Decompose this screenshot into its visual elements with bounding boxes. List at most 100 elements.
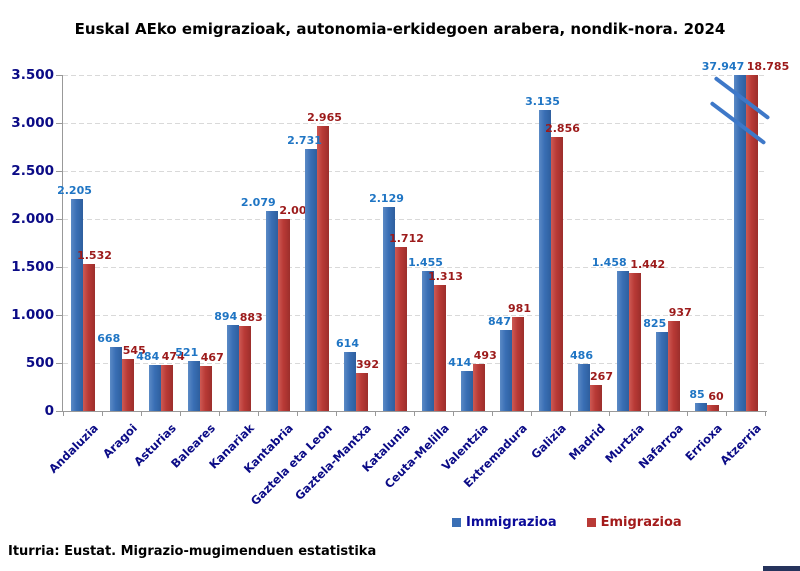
y-axis-tick-label: 2.500 (11, 163, 54, 179)
bar-value-label-emigrazioa: 18.785 (746, 60, 790, 73)
bar-emigrazioa-1 (121, 358, 134, 411)
x-axis-tick (219, 412, 220, 416)
y-axis-tick-label: 1.000 (11, 307, 54, 323)
bar-emigrazioa-9 (433, 284, 446, 411)
emigrazioa-swatch-icon (586, 518, 596, 527)
bar-immigrazioa-1 (109, 346, 122, 411)
bar-immigrazioa-11 (499, 329, 512, 411)
bar-value-label-emigrazioa: 883 (239, 311, 263, 325)
source-note: Iturria: Eustat. Migrazio-mugimenduen es… (8, 544, 377, 559)
legend-label-immigrazioa: Immigrazioa (466, 515, 557, 530)
y-axis-tick (56, 411, 62, 412)
y-axis-tick (56, 219, 62, 220)
bar-value-label-immigrazioa: 85 (689, 387, 705, 401)
bar-immigrazioa-5 (265, 211, 278, 411)
bar-emigrazioa-0 (82, 263, 95, 411)
bar-value-label-emigrazioa: 1.442 (630, 257, 666, 271)
bar-emigrazioa-12 (550, 136, 563, 411)
bar-value-label-immigrazioa: 1.458 (591, 256, 627, 270)
x-axis-tick (648, 412, 649, 416)
bar-immigrazioa-3 (187, 360, 200, 411)
legend-item-immigrazioa: Immigrazioa (452, 515, 557, 530)
x-axis-tick (531, 412, 532, 416)
x-axis-tick (453, 412, 454, 416)
bar-value-label-immigrazioa: 37.947 (701, 60, 745, 73)
bar-emigrazioa-3 (199, 366, 212, 411)
bar-value-label-immigrazioa: 668 (97, 331, 121, 345)
gridline (63, 171, 767, 172)
bar-value-label-emigrazioa: 392 (356, 358, 379, 372)
bar-value-label-emigrazioa: 1.313 (428, 269, 463, 283)
bar-emigrazioa-2 (160, 365, 173, 411)
bar-value-label-emigrazioa: 1.532 (77, 248, 112, 262)
bar-emigrazioa-15 (667, 321, 680, 411)
gridline (63, 219, 767, 220)
immigrazioa-swatch-icon (452, 518, 461, 527)
x-axis-tick (687, 412, 688, 416)
x-axis-tick (141, 412, 142, 416)
bar-immigrazioa-7 (343, 352, 356, 411)
bar-value-label-immigrazioa: 2.079 (240, 196, 276, 210)
x-axis-tick (765, 412, 766, 416)
bar-immigrazioa-10 (460, 371, 473, 411)
x-axis-category-label: Atzerria (716, 421, 764, 468)
x-axis-category-label: Galizia (527, 421, 569, 462)
y-axis-line (62, 75, 63, 412)
y-axis-tick (56, 267, 62, 268)
bar-immigrazioa-2 (148, 364, 161, 411)
y-axis-tick (56, 171, 62, 172)
bar-value-label-immigrazioa: 825 (643, 316, 667, 330)
x-axis-tick (297, 412, 298, 416)
x-axis-tick (375, 412, 376, 416)
bar-value-label-emigrazioa: 545 (122, 343, 146, 357)
bar-emigrazioa-16 (706, 405, 719, 411)
y-axis-tick (56, 363, 62, 364)
x-axis-tick (726, 412, 727, 416)
bar-immigrazioa-0 (70, 199, 83, 411)
bar-value-label-emigrazioa: 267 (590, 370, 613, 384)
gridline (63, 75, 767, 76)
y-axis-tick-label: 500 (25, 355, 54, 371)
bar-value-label-emigrazioa: 2.965 (307, 111, 342, 125)
bar-value-label-immigrazioa: 414 (448, 356, 472, 370)
x-axis-category-label: Andaluzia (45, 421, 101, 476)
y-axis-tick-label: 3.000 (11, 115, 54, 131)
y-axis-tick-label: 3.500 (11, 67, 54, 83)
bar-immigrazioa-6 (304, 148, 317, 411)
bar-value-label-immigrazioa: 484 (136, 349, 160, 363)
y-axis-tick-label: 1.500 (11, 259, 54, 275)
bar-emigrazioa-5 (277, 218, 290, 411)
bar-value-label-emigrazioa: 1.712 (389, 231, 424, 245)
x-axis-tick (414, 412, 415, 416)
bar-value-label-emigrazioa: 981 (508, 301, 531, 315)
x-axis-tick (180, 412, 181, 416)
gridline (63, 315, 767, 316)
screen-corner-artifact (763, 566, 800, 571)
y-axis-tick (56, 75, 62, 76)
gridline (63, 267, 767, 268)
x-axis-tick (336, 412, 337, 416)
bar-value-label-immigrazioa: 486 (570, 349, 593, 363)
bar-value-label-emigrazioa: 937 (668, 306, 692, 320)
bar-value-label-immigrazioa: 2.205 (57, 184, 92, 198)
bar-immigrazioa-4 (226, 325, 239, 411)
bar-immigrazioa-16 (694, 402, 707, 411)
bar-value-label-immigrazioa: 614 (336, 337, 359, 351)
y-axis-tick (56, 315, 62, 316)
bar-emigrazioa-8 (394, 246, 407, 411)
legend: Immigrazioa Emigrazioa (452, 515, 682, 530)
y-axis-tick-label: 0 (44, 403, 54, 419)
bar-value-label-emigrazioa: 2.856 (545, 121, 580, 135)
bar-value-label-immigrazioa: 3.135 (525, 95, 560, 109)
bar-emigrazioa-14 (628, 272, 641, 411)
bar-value-label-emigrazioa: 60 (708, 390, 724, 404)
gridline (63, 363, 767, 364)
bar-emigrazioa-4 (238, 326, 251, 411)
bar-emigrazioa-11 (511, 316, 524, 411)
bar-immigrazioa-17 (733, 75, 746, 411)
x-axis-line (62, 411, 767, 412)
bar-immigrazioa-12 (538, 110, 551, 411)
x-axis-tick (570, 412, 571, 416)
bar-value-label-immigrazioa: 1.455 (408, 256, 443, 270)
